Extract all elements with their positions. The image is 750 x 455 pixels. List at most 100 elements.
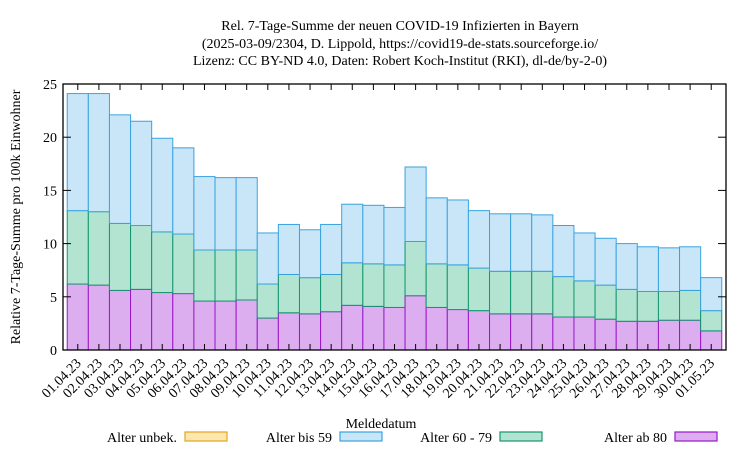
- bar-segment-alter-bis-59-26: [615, 243, 638, 290]
- bar-segment-alter-bis-59-9: [256, 232, 279, 285]
- bar-segment-alter-60-79-28: [657, 290, 681, 321]
- bar-segment-alter-ab-80-17: [425, 306, 448, 351]
- y-tick-label: 20: [43, 131, 57, 146]
- bar-segment-alter-bis-59-8: [235, 177, 258, 251]
- bar-segment-alter-60-79-8: [235, 249, 258, 301]
- bar-segment-alter-bis-59-18: [446, 199, 469, 266]
- legend-label: Alter ab 80: [604, 431, 667, 446]
- bar-segment-alter-bis-59-1: [87, 93, 110, 213]
- bar-segment-alter-60-79-22: [531, 270, 554, 315]
- bar-segment-alter-ab-80-16: [404, 295, 427, 351]
- bar-segment-alter-60-79-26: [615, 288, 638, 322]
- bar-segment-alter-60-79-12: [320, 273, 343, 313]
- bar-segment-alter-60-79-23: [552, 276, 575, 318]
- bar-segment-alter-60-79-5: [172, 233, 195, 295]
- bar-segment-alter-bis-59-30: [700, 277, 723, 312]
- bar-segment-alter-bis-59-0: [66, 93, 89, 212]
- bars: [66, 93, 723, 351]
- bar-segment-alter-60-79-16: [404, 240, 427, 297]
- bar-segment-alter-ab-80-4: [151, 292, 174, 351]
- legend-label: Alter unbek.: [107, 431, 177, 446]
- bar-segment-alter-ab-80-8: [235, 299, 258, 351]
- bar-segment-alter-bis-59-4: [151, 137, 174, 233]
- bar-segment-alter-bis-59-24: [573, 232, 596, 282]
- bar-segment-alter-bis-59-11: [298, 229, 322, 279]
- bar-segment-alter-ab-80-14: [362, 305, 385, 351]
- bar-segment-alter-60-79-24: [573, 280, 596, 318]
- bar-segment-alter-60-79-18: [446, 264, 469, 311]
- bar-segment-alter-bis-59-13: [341, 203, 364, 264]
- bar-segment-alter-bis-59-15: [383, 206, 406, 266]
- bar-segment-alter-60-79-0: [66, 210, 89, 285]
- bar-segment-alter-ab-80-13: [341, 304, 364, 351]
- bar-segment-alter-ab-80-6: [193, 300, 216, 351]
- bar-segment-alter-60-79-21: [510, 270, 533, 315]
- bar-segment-alter-bis-59-22: [531, 214, 554, 272]
- legend-swatch: [499, 431, 543, 442]
- bar-segment-alter-ab-80-18: [446, 309, 469, 351]
- chart-title-line-2: (2025-03-09/2304, D. Lippold, https://co…: [202, 37, 598, 52]
- bar-segment-alter-60-79-1: [87, 211, 110, 286]
- bar-segment-alter-60-79-6: [193, 249, 216, 302]
- chart-title: Rel. 7-Tage-Summe der neuen COVID-19 Inf…: [193, 19, 607, 69]
- bar-segment-alter-bis-59-7: [214, 177, 237, 251]
- bar-segment-alter-ab-80-3: [130, 288, 153, 351]
- bar-segment-alter-60-79-25: [594, 284, 617, 320]
- bar-segment-alter-60-79-4: [151, 231, 174, 294]
- bar-segment-alter-bis-59-5: [172, 147, 195, 235]
- y-tick-label: 10: [43, 238, 57, 253]
- bar-segment-alter-bis-59-6: [193, 176, 216, 251]
- legend: Alter unbek. Alter bis 59 Alter 60 - 79 Alt…: [107, 431, 718, 446]
- chart-title-line-1: Rel. 7-Tage-Summe der neuen COVID-19 Inf…: [221, 19, 578, 34]
- bar-segment-alter-ab-80-1: [87, 284, 110, 351]
- bar-segment-alter-60-79-3: [130, 225, 153, 290]
- bar-segment-alter-60-79-19: [467, 267, 491, 312]
- y-tick-label: 0: [50, 344, 57, 359]
- bar-segment-alter-60-79-15: [383, 264, 406, 308]
- bar-segment-alter-60-79-17: [425, 263, 448, 308]
- bar-segment-alter-bis-59-10: [277, 223, 300, 275]
- bar-segment-alter-60-79-2: [108, 222, 132, 291]
- bar-segment-alter-bis-59-27: [636, 246, 659, 292]
- legend-label: Alter bis 59: [266, 431, 332, 446]
- bar-segment-alter-ab-80-0: [66, 283, 89, 351]
- legend-swatch: [184, 431, 228, 442]
- bar-segment-alter-bis-59-28: [657, 247, 681, 292]
- bar-segment-alter-bis-59-19: [467, 210, 491, 269]
- bar-segment-alter-bis-59-3: [130, 120, 153, 227]
- y-axis-label: Relative 7-Tage-Summe pro 100k Einwohner: [9, 89, 24, 344]
- bar-segment-alter-ab-80-5: [172, 293, 195, 351]
- y-tick-label: 25: [43, 78, 57, 93]
- bar-segment-alter-60-79-20: [489, 270, 512, 315]
- y-tick-label: 5: [50, 291, 57, 306]
- y-tick-label: 15: [43, 184, 57, 199]
- bar-segment-alter-bis-59-12: [320, 223, 343, 275]
- x-axis-label: Meldedatum: [346, 417, 417, 432]
- bar-segment-alter-bis-59-20: [489, 213, 512, 272]
- legend-label: Alter 60 - 79: [420, 431, 492, 446]
- bar-segment-alter-60-79-27: [636, 290, 659, 322]
- bar-segment-alter-bis-59-21: [510, 213, 533, 272]
- chart-title-line-3: Lizenz: CC BY-ND 4.0, Daten: Robert Koch…: [193, 54, 607, 69]
- legend-swatch: [674, 431, 718, 442]
- bar-segment-alter-60-79-30: [700, 310, 723, 332]
- bar-segment-alter-60-79-14: [362, 263, 385, 307]
- bar-segment-alter-bis-59-23: [552, 225, 575, 278]
- bar-segment-alter-bis-59-17: [425, 197, 448, 265]
- bar-segment-alter-bis-59-29: [679, 246, 702, 291]
- bar-segment-alter-60-79-13: [341, 262, 364, 306]
- bar-segment-alter-ab-80-15: [383, 306, 406, 351]
- bar-segment-alter-60-79-7: [214, 249, 237, 302]
- bar-segment-alter-60-79-10: [277, 273, 300, 314]
- bar-segment-alter-ab-80-7: [214, 300, 237, 351]
- legend-swatch: [339, 431, 383, 442]
- bar-segment-alter-60-79-11: [298, 277, 322, 315]
- bar-segment-alter-bis-59-16: [404, 166, 427, 242]
- bar-segment-alter-ab-80-2: [108, 289, 132, 351]
- bar-segment-alter-bis-59-14: [362, 204, 385, 265]
- bar-segment-alter-bis-59-25: [594, 237, 617, 286]
- bar-segment-alter-60-79-29: [679, 289, 702, 321]
- bar-segment-alter-bis-59-2: [108, 114, 132, 224]
